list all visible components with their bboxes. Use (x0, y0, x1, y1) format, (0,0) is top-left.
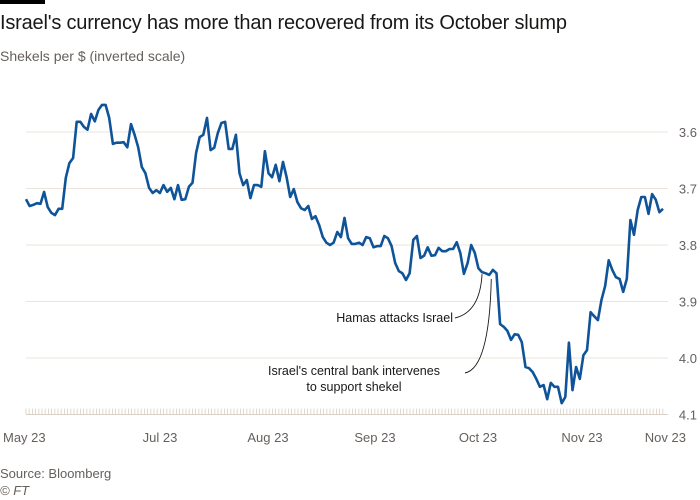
annotation-central-bank: Israel's central bank intervenes (268, 364, 440, 378)
chart-subtitle: Shekels per $ (inverted scale) (0, 48, 186, 64)
ft-brand-bar (0, 0, 45, 4)
annotation-connector (454, 274, 483, 319)
chart-title: Israel's currency has more than recovere… (0, 12, 567, 34)
x-tick-label: Oct 23 (459, 430, 497, 445)
y-tick-label: 3.7 (679, 182, 697, 197)
x-tick-label: Aug 23 (247, 430, 288, 445)
annotation-hamas-attacks: Hamas attacks Israel (336, 311, 453, 325)
x-tick-label: Jul 23 (143, 430, 178, 445)
x-tick-label: Sep 23 (354, 430, 395, 445)
y-tick-label: 3.8 (679, 238, 697, 253)
x-tick-label: May 23 (3, 430, 46, 445)
y-tick-label: 4.0 (679, 351, 697, 366)
x-axis: May 23 Jul 23 Aug 23 Sep 23 Oct 23 Nov 23 Nov … (3, 408, 686, 445)
y-tick-label: 4.1 (679, 408, 697, 423)
annotation-connector (464, 278, 492, 374)
x-tick-label: Nov 23 (645, 430, 686, 445)
annotations: Hamas attacks Israel Israel's central ban… (268, 274, 492, 394)
source-note: Source: Bloomberg (0, 466, 112, 481)
y-axis-labels: 3.6 3.7 3.8 3.9 4.0 4.1 (679, 125, 697, 423)
y-tick-label: 3.6 (679, 125, 697, 140)
copyright: © FT (0, 483, 30, 498)
y-tick-label: 3.9 (679, 295, 697, 310)
x-tick-label: Nov 23 (561, 430, 602, 445)
series-line-usd-ils (24, 103, 664, 405)
annotation-central-bank: to support shekel (306, 380, 401, 394)
